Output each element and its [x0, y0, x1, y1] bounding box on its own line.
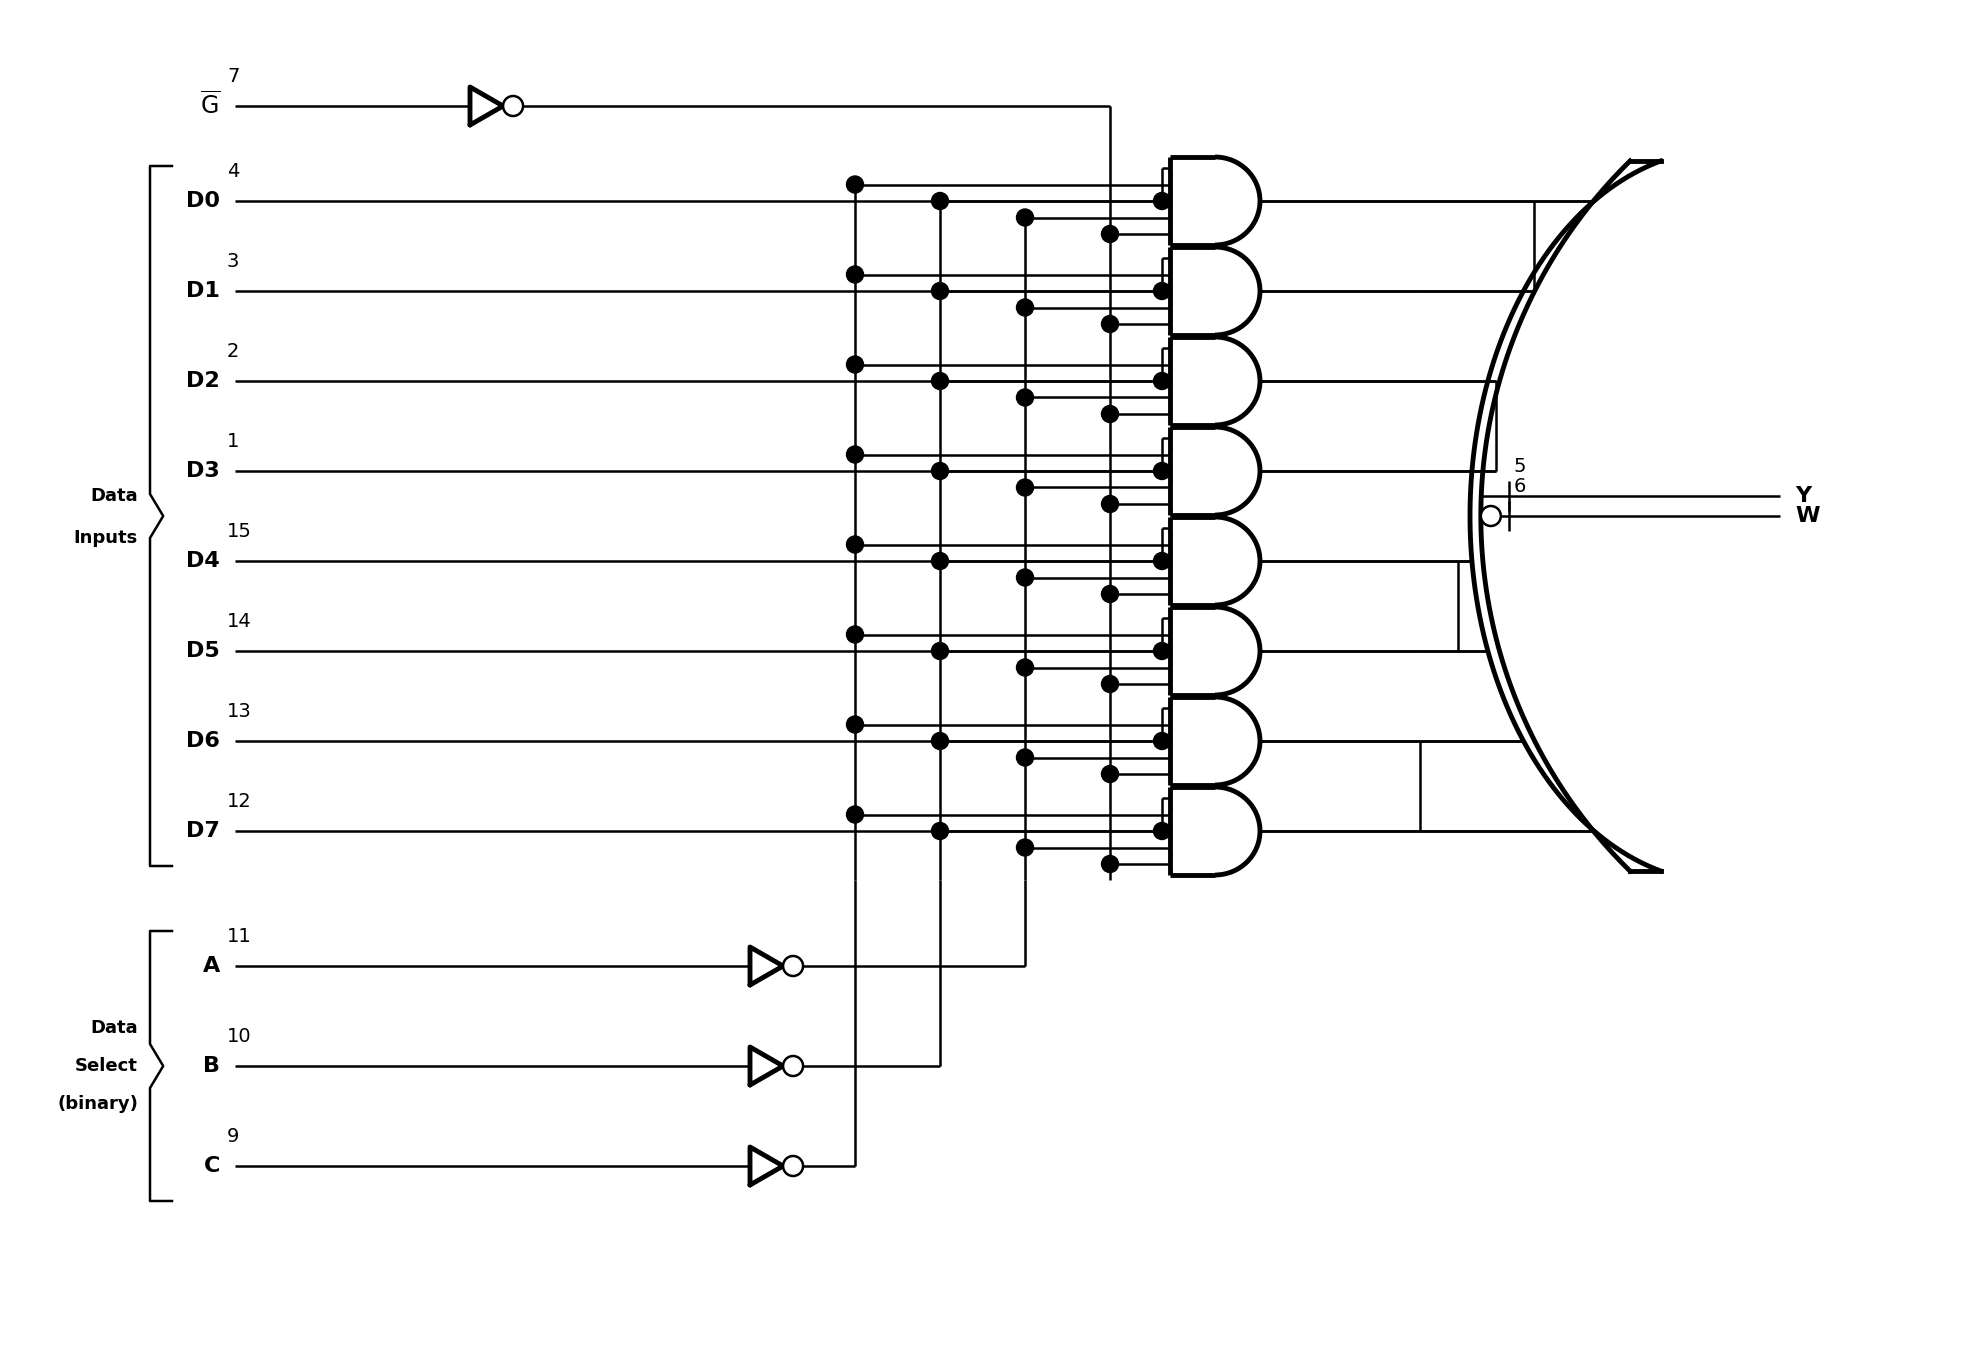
Circle shape: [1017, 659, 1033, 676]
Text: D6: D6: [186, 731, 220, 751]
Circle shape: [932, 283, 949, 299]
Text: C: C: [204, 1155, 220, 1176]
Text: 1: 1: [228, 431, 240, 450]
Text: 10: 10: [228, 1028, 252, 1047]
Circle shape: [1102, 226, 1118, 242]
Circle shape: [1102, 675, 1118, 693]
Circle shape: [1154, 642, 1171, 660]
Circle shape: [1102, 856, 1118, 872]
Text: A: A: [202, 955, 220, 976]
Circle shape: [846, 806, 864, 823]
Text: Data: Data: [91, 1019, 139, 1037]
Text: D2: D2: [186, 372, 220, 391]
Text: 7: 7: [228, 67, 240, 86]
Text: D1: D1: [186, 280, 220, 301]
Circle shape: [503, 97, 523, 116]
Circle shape: [846, 716, 864, 734]
Circle shape: [1154, 373, 1171, 389]
Circle shape: [1017, 299, 1033, 316]
Circle shape: [1017, 389, 1033, 406]
Text: 11: 11: [228, 927, 252, 946]
Circle shape: [1102, 585, 1118, 603]
Circle shape: [1102, 765, 1118, 783]
Text: D3: D3: [186, 461, 220, 480]
Circle shape: [1017, 838, 1033, 856]
Circle shape: [1102, 316, 1118, 332]
Text: 13: 13: [228, 702, 252, 721]
Circle shape: [1154, 192, 1171, 210]
Circle shape: [932, 822, 949, 840]
Circle shape: [1017, 479, 1033, 495]
Text: D5: D5: [186, 641, 220, 661]
Text: 4: 4: [228, 162, 240, 181]
Circle shape: [846, 626, 864, 642]
Circle shape: [846, 357, 864, 373]
Text: Y: Y: [1796, 486, 1812, 506]
Text: $\overline{\mathrm{G}}$: $\overline{\mathrm{G}}$: [200, 93, 220, 120]
Circle shape: [1154, 732, 1171, 750]
Text: D4: D4: [186, 551, 220, 572]
Text: 5: 5: [1514, 457, 1526, 476]
Text: 12: 12: [228, 792, 252, 811]
Text: 6: 6: [1514, 476, 1526, 495]
Text: 3: 3: [228, 252, 240, 271]
Circle shape: [846, 446, 864, 463]
Text: Data: Data: [91, 487, 139, 505]
Text: W: W: [1796, 506, 1819, 525]
Circle shape: [1102, 406, 1118, 422]
Text: 14: 14: [228, 612, 252, 632]
Circle shape: [783, 955, 803, 976]
Text: B: B: [202, 1056, 220, 1077]
Circle shape: [932, 463, 949, 479]
Text: 9: 9: [228, 1127, 240, 1146]
Circle shape: [846, 265, 864, 283]
Text: (binary): (binary): [57, 1096, 139, 1113]
Circle shape: [1017, 210, 1033, 226]
Circle shape: [1017, 749, 1033, 766]
Text: Select: Select: [75, 1057, 139, 1075]
Text: D7: D7: [186, 821, 220, 841]
Circle shape: [1017, 569, 1033, 587]
Circle shape: [932, 373, 949, 389]
Circle shape: [932, 732, 949, 750]
Circle shape: [932, 553, 949, 569]
Circle shape: [932, 192, 949, 210]
Text: D0: D0: [186, 191, 220, 211]
Circle shape: [783, 1155, 803, 1176]
Circle shape: [1481, 506, 1500, 525]
Circle shape: [1154, 822, 1171, 840]
Text: 15: 15: [228, 523, 252, 542]
Circle shape: [1154, 553, 1171, 569]
Circle shape: [1102, 495, 1118, 513]
Text: Inputs: Inputs: [73, 529, 139, 547]
Circle shape: [932, 642, 949, 660]
Circle shape: [1154, 283, 1171, 299]
Circle shape: [1154, 463, 1171, 479]
Circle shape: [846, 536, 864, 553]
Circle shape: [783, 1056, 803, 1077]
Circle shape: [846, 176, 864, 193]
Text: 2: 2: [228, 342, 240, 361]
